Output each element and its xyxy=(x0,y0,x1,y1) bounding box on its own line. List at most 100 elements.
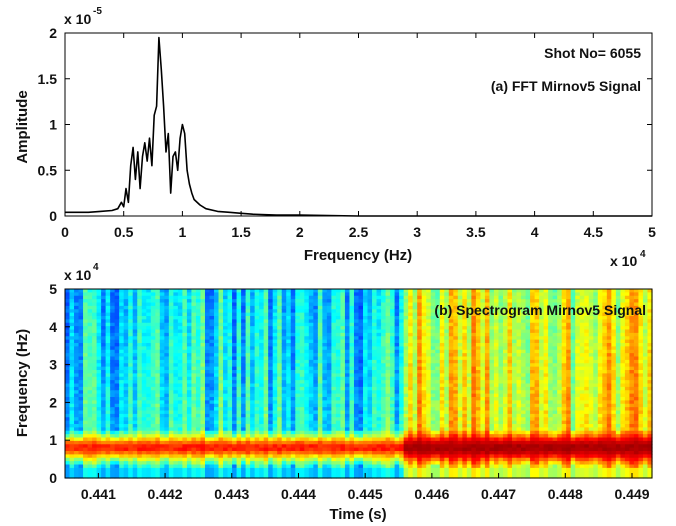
spectrogram-cell xyxy=(435,397,441,401)
spectrogram-cell xyxy=(344,447,351,452)
spectrogram-cell xyxy=(168,454,174,459)
spectrogram-cell xyxy=(164,390,170,395)
spectrogram-cell xyxy=(367,356,373,361)
spectrogram-cell xyxy=(159,440,165,445)
spectrogram-cell xyxy=(200,403,206,408)
spectrogram-cell xyxy=(101,444,107,449)
spectrogram-cell xyxy=(214,373,220,378)
spectrogram-cell xyxy=(412,292,418,297)
spectrogram-cell xyxy=(372,413,378,418)
spectrogram-cell xyxy=(74,312,80,317)
spectrogram-cell xyxy=(412,349,418,354)
spectrogram-cell xyxy=(259,366,265,371)
spectrogram-cell xyxy=(448,336,454,341)
spectrogram-cell xyxy=(110,417,116,422)
spectrogram-cell xyxy=(254,363,260,368)
spectrogram-cell xyxy=(308,400,314,405)
spectrogram-cell xyxy=(313,471,319,476)
spectrogram-cell xyxy=(164,316,170,320)
fft-y-tick-label: 1 xyxy=(49,117,57,133)
spectrogram-cell xyxy=(259,336,265,341)
spectrogram-cell xyxy=(372,319,378,324)
spectrogram-cell xyxy=(277,346,283,351)
spectrogram-cell xyxy=(101,393,107,398)
spectrogram-cell xyxy=(326,471,333,476)
spectrogram-cell xyxy=(353,440,360,445)
fft-x-exponent-base: x 10 xyxy=(610,253,637,269)
spectrogram-cell xyxy=(385,343,391,347)
spectrogram-cell xyxy=(399,437,405,442)
spectrogram-cell xyxy=(390,427,396,432)
spectrogram-cell xyxy=(204,393,211,398)
spectrogram-cell xyxy=(78,309,84,314)
spectrogram-cell xyxy=(322,420,328,425)
spectrogram-cell xyxy=(349,437,355,442)
spectrogram-cell xyxy=(444,461,450,466)
spectrogram-cell xyxy=(74,373,80,378)
spectrogram-cell xyxy=(245,454,251,459)
spectrogram-cell xyxy=(286,403,292,408)
spectrogram-cell xyxy=(259,312,265,317)
spectrogram-cell xyxy=(69,457,75,462)
spectrogram-cell xyxy=(259,309,265,314)
spectrogram-cell xyxy=(83,400,89,405)
spectrogram-cell xyxy=(308,329,314,334)
spectrogram-cell xyxy=(191,393,197,398)
spectrogram-cell xyxy=(232,457,238,462)
spectrogram-cell xyxy=(236,434,242,439)
spectrogram-cell xyxy=(78,302,84,307)
spectrogram-cell xyxy=(223,326,229,331)
spectrogram-cell xyxy=(218,427,224,432)
spectrogram-cell xyxy=(241,424,247,428)
spectrogram-cell xyxy=(123,302,129,307)
spectrogram-cell xyxy=(132,373,138,378)
spectrogram-cell xyxy=(110,397,116,401)
spectrogram-cell xyxy=(313,353,319,358)
spectrogram-cell xyxy=(218,322,224,327)
spectrogram-cell xyxy=(218,356,224,361)
spectrogram-cell xyxy=(74,471,80,476)
spectrogram-cell xyxy=(412,437,418,442)
spectrogram-cell xyxy=(254,407,260,412)
spectrogram-cell xyxy=(132,461,138,466)
spectrogram-cell xyxy=(92,322,98,327)
spectrogram-cell xyxy=(335,447,342,452)
spectrogram-cell xyxy=(132,305,138,310)
spectrogram-cell xyxy=(119,329,125,334)
spectrogram-cell xyxy=(426,292,432,297)
spectrogram-cell xyxy=(227,332,233,337)
spectrogram-cell xyxy=(87,339,93,344)
spectrogram-cell xyxy=(105,339,111,344)
spectrogram-cell xyxy=(363,410,369,415)
spectrogram-cell xyxy=(322,299,328,304)
spectrogram-cell xyxy=(426,400,432,405)
spectrogram-cell xyxy=(232,305,238,310)
spectrogram-cell xyxy=(313,393,319,398)
spectrogram-cell xyxy=(241,467,247,472)
spectrogram-cell xyxy=(426,329,432,334)
spectrogram-cell xyxy=(232,289,238,293)
spectrogram-cell xyxy=(159,400,165,405)
spectrogram-cell xyxy=(87,346,93,351)
spectrogram-cell xyxy=(119,376,125,381)
spectrogram-cell xyxy=(214,336,220,341)
spectrogram-cell xyxy=(322,454,328,459)
spectrogram-cell xyxy=(155,451,161,455)
spectrogram-cell xyxy=(182,410,188,415)
spectrogram-cell xyxy=(254,427,260,432)
spectrogram-cell xyxy=(141,444,147,449)
spectrogram-cell xyxy=(426,363,432,368)
spectrogram-cell xyxy=(322,413,328,418)
spectrogram-cell xyxy=(132,316,138,320)
spectrogram-cell xyxy=(453,353,459,358)
spectrogram-cell xyxy=(448,447,454,452)
spectrogram-cell xyxy=(426,430,432,435)
spectrogram-cell xyxy=(236,437,242,442)
spectrogram-cell xyxy=(241,471,247,476)
spectrogram-cell xyxy=(408,349,414,354)
spectrogram-cell xyxy=(110,403,116,408)
spectrogram-cell xyxy=(141,471,147,476)
spectrogram-cell xyxy=(349,464,355,469)
spectrogram-cell xyxy=(214,471,220,476)
spectrogram-cell xyxy=(385,454,391,459)
